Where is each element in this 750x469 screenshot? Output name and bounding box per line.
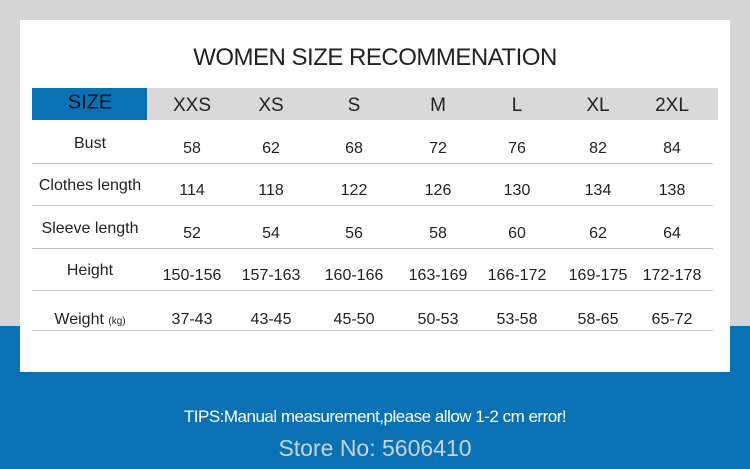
header-bar xyxy=(147,88,718,120)
row-label: Height xyxy=(66,262,114,279)
cell-value: 126 xyxy=(424,182,452,199)
cell-value: 118 xyxy=(258,182,284,199)
tips: TIPS:Manual measurement,please allow 1-2… xyxy=(183,407,567,426)
cell-value: 157-163 xyxy=(241,267,301,284)
row-label: Clothes length xyxy=(38,177,142,194)
cell-value: 138 xyxy=(658,182,686,199)
cell-value: 163-169 xyxy=(408,267,468,284)
cell-value: 122 xyxy=(340,182,368,199)
cell-value: 130 xyxy=(503,182,531,199)
size-header: SIZE xyxy=(67,91,113,114)
column-header: 2XL xyxy=(655,95,689,116)
title: WOMEN SIZE RECOMMENATION xyxy=(193,44,557,71)
row-divider xyxy=(32,248,713,249)
cell-value: 150-156 xyxy=(162,267,222,284)
cell-value: 62 xyxy=(262,140,280,157)
cell-value: 134 xyxy=(584,182,612,199)
cell-value: 166-172 xyxy=(487,267,547,284)
cell-value: 60 xyxy=(508,225,526,242)
unit: (kg) xyxy=(108,316,126,327)
row-label: Sleeve length xyxy=(41,220,139,237)
store-number: Store No: 5606410 xyxy=(278,435,472,461)
row-divider xyxy=(32,205,713,206)
cell-value: 58 xyxy=(183,140,201,157)
row-label: Weight (kg) xyxy=(54,311,125,329)
column-header: S xyxy=(347,95,361,116)
cell-value: 50-53 xyxy=(417,311,459,328)
row-label: Bust xyxy=(73,135,107,152)
cell-value: 72 xyxy=(429,140,447,157)
cell-value: 62 xyxy=(589,225,607,242)
cell-value: 43-45 xyxy=(250,311,292,328)
cell-value: 169-175 xyxy=(568,267,628,284)
cell-value: 172-178 xyxy=(642,267,702,284)
cell-value: 64 xyxy=(663,225,681,242)
row-divider xyxy=(32,163,713,164)
cell-value: 53-58 xyxy=(496,311,538,328)
cell-value: 76 xyxy=(508,140,526,157)
cell-value: 114 xyxy=(179,182,205,199)
cell-value: 45-50 xyxy=(333,311,375,328)
row-divider xyxy=(32,290,713,291)
row-divider xyxy=(32,330,713,331)
column-header: XXS xyxy=(172,95,212,116)
cell-value: 82 xyxy=(589,140,607,157)
cell-value: 58-65 xyxy=(577,311,619,328)
column-header: L xyxy=(511,95,523,116)
size-header-box xyxy=(32,88,147,120)
cell-value: 58 xyxy=(429,225,447,242)
cell-value: 56 xyxy=(345,225,363,242)
column-header: XS xyxy=(258,95,284,116)
cell-value: 84 xyxy=(663,140,681,157)
column-header: XL xyxy=(586,95,610,116)
cell-value: 37-43 xyxy=(171,311,213,328)
row-label-text: Weight xyxy=(54,311,104,328)
cell-value: 68 xyxy=(345,140,363,157)
cell-value: 65-72 xyxy=(651,311,693,328)
cell-value: 160-166 xyxy=(324,267,384,284)
cell-value: 54 xyxy=(262,225,280,242)
cell-value: 52 xyxy=(183,225,201,242)
size-card: WOMEN SIZE RECOMMENATION SIZE XXS XS S M L XL 2… xyxy=(20,20,730,372)
column-header: M xyxy=(430,95,446,116)
